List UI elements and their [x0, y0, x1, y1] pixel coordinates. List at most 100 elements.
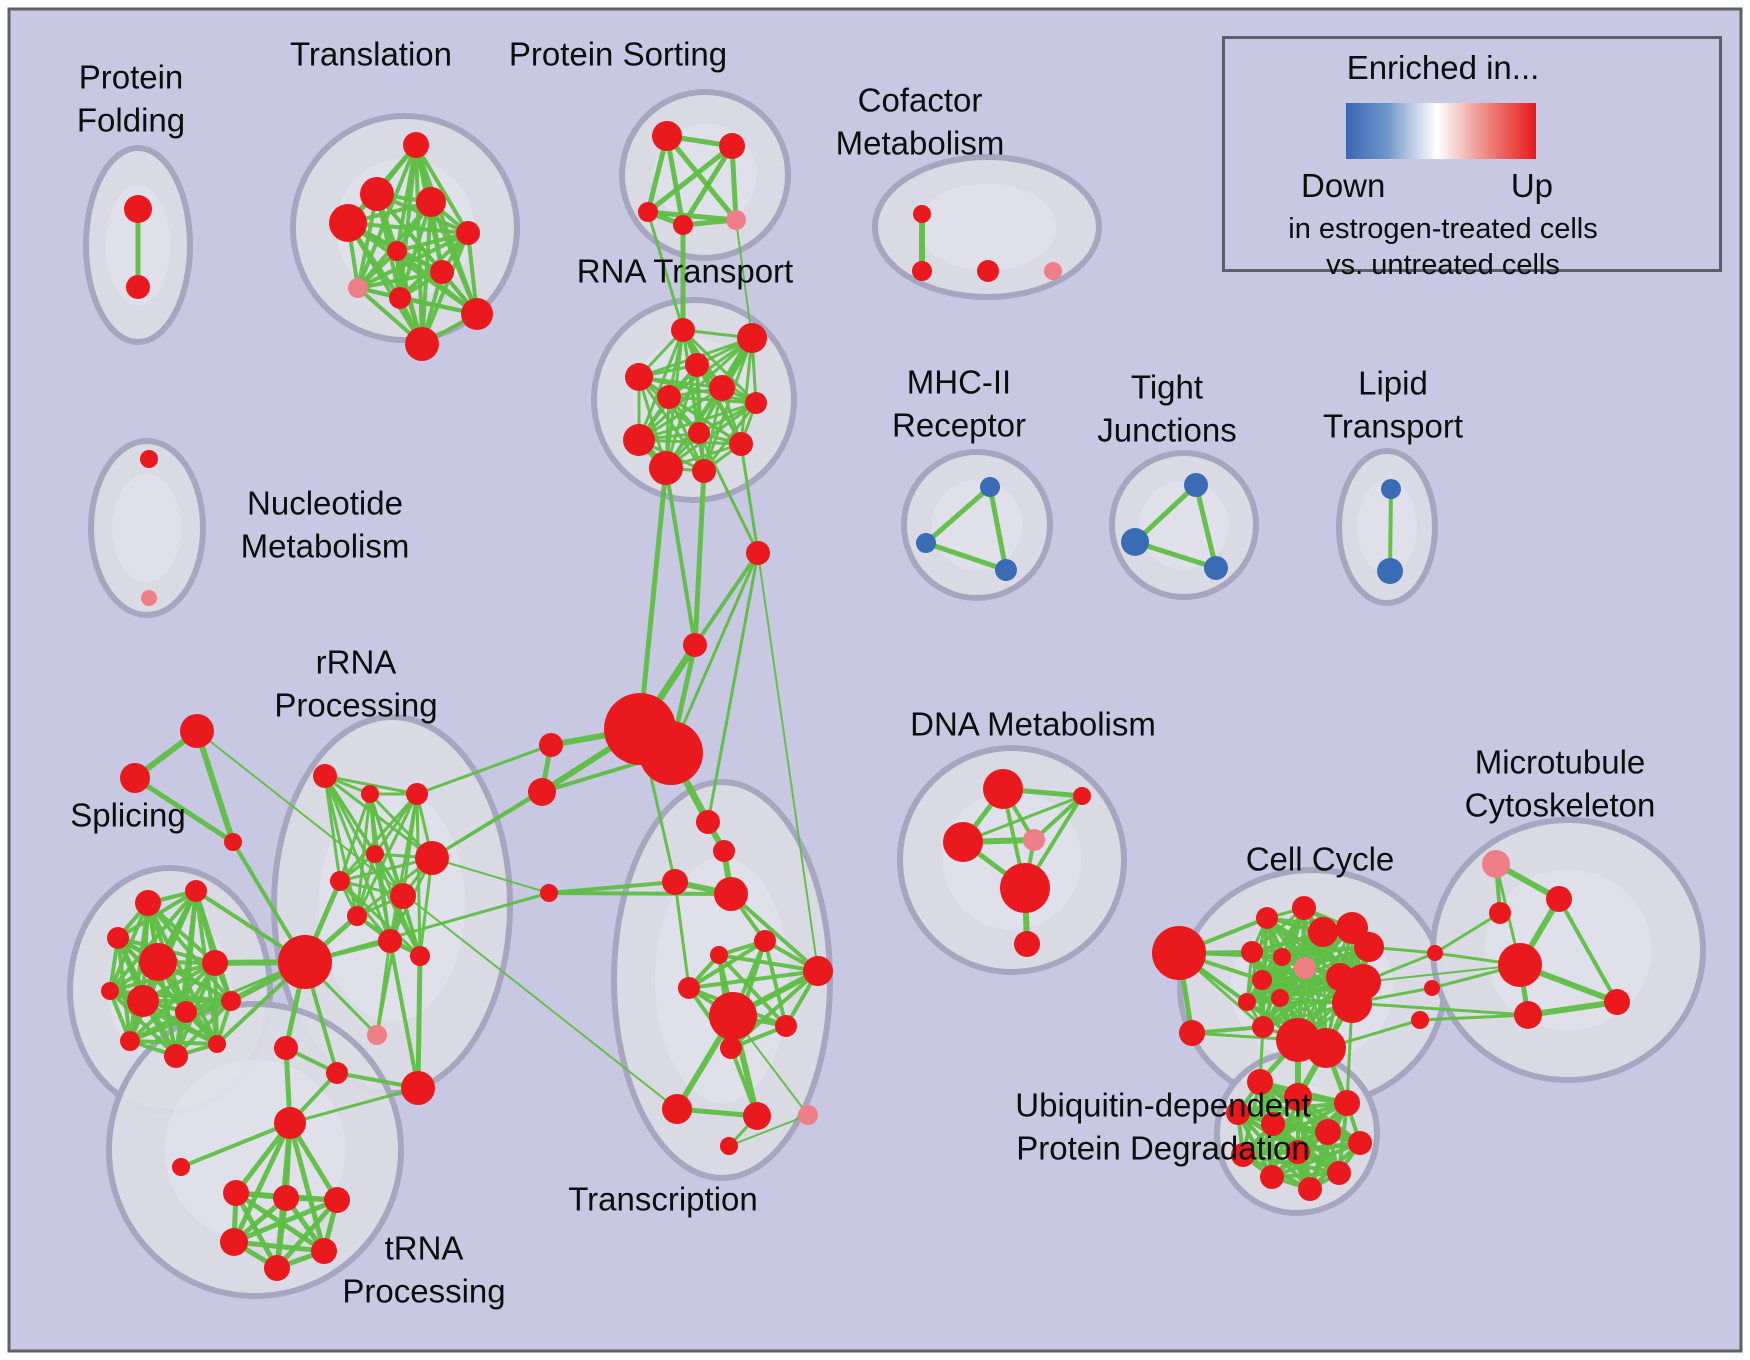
node-tc1: [662, 869, 688, 895]
edge-tc4-tc5: [717, 953, 820, 973]
cluster-label-protein-sorting-line1: Protein Sorting: [509, 36, 727, 73]
cluster-label-lipid-transport-line1: Lipid: [1358, 365, 1428, 402]
edge-tnh-tn4: [231, 1120, 293, 1245]
edge-sp6-sp11: [108, 989, 178, 1058]
node-tn1: [223, 1180, 249, 1206]
cluster-label-trna-processing-line2: Processing: [342, 1273, 505, 1310]
node-sp8: [175, 1001, 197, 1023]
node-tc3: [754, 930, 776, 952]
node-cc12: [1252, 970, 1272, 990]
edge-cc10-mt7: [1362, 964, 1521, 983]
node-mt4: [1427, 945, 1443, 961]
cluster-label-mhc-ii-receptor-line2: Receptor: [892, 407, 1026, 444]
node-pf1: [124, 195, 152, 223]
edge-mt3-mt4: [1433, 911, 1502, 955]
edge-tc4-tc8: [717, 953, 788, 1028]
edge-ps1-ps5: [664, 133, 739, 223]
cluster-label-rrna-processing-line2: Processing: [274, 687, 437, 724]
node-tn3: [324, 1187, 350, 1213]
node-cm2: [912, 261, 932, 281]
edge-tn4-tn5: [231, 1239, 327, 1254]
node-ub12: [1298, 1177, 1322, 1201]
edge-rt4-rt7: [637, 375, 758, 405]
cluster-label-protein-folding-line1: Protein: [79, 59, 184, 96]
cluster-label-mhc-ii-receptor-line1: MHC-II: [907, 364, 1011, 401]
edge-rr14-rr7: [375, 894, 405, 1037]
legend-box: Enriched in... Down Up in estrogen-treat…: [1222, 36, 1722, 281]
edge-rt12-cn2: [692, 468, 707, 648]
node-cc6: [1241, 941, 1263, 963]
node-tc8: [775, 1015, 797, 1037]
node-dm5: [1000, 863, 1050, 913]
node-mt6: [1411, 1011, 1429, 1029]
node-ub4: [1226, 1101, 1250, 1125]
node-cc2: [1292, 896, 1316, 920]
cluster-label-cofactor-metabolism-line2: Metabolism: [836, 125, 1005, 162]
node-cn1: [746, 541, 770, 565]
node-dm6: [1014, 931, 1040, 957]
cluster-ellipse-inner-nucleotide-metabolism: [112, 474, 182, 582]
node-tl2: [360, 177, 394, 211]
node-cc17: [1306, 1028, 1346, 1068]
edge-mh1-mh3: [987, 484, 1009, 573]
node-tc7: [709, 992, 757, 1040]
node-ub8: [1231, 1143, 1255, 1167]
node-mt2: [1546, 886, 1572, 912]
node-tc13: [720, 1137, 738, 1155]
node-ub11: [1260, 1165, 1284, 1189]
edge-mt8-mt9: [1525, 999, 1620, 1018]
node-rt12: [692, 459, 716, 483]
node-ps5: [726, 210, 746, 230]
node-tc10: [662, 1094, 692, 1124]
edge-rt10-cn1: [739, 442, 760, 555]
node-rt4: [625, 363, 653, 391]
node-rr4: [366, 845, 384, 863]
edge-ps5-rt2: [735, 219, 753, 339]
legend-gradient-bar: [1346, 103, 1536, 159]
cluster-label-tight-junctions-line2: Junctions: [1097, 412, 1236, 449]
node-sp11: [164, 1044, 188, 1068]
node-tl7: [430, 260, 454, 284]
edge-rt2-rt10: [739, 336, 754, 446]
node-nm2: [141, 590, 157, 606]
cluster-label-tight-junctions-line1: Tight: [1131, 369, 1203, 406]
node-nm1: [140, 450, 158, 468]
edge-rr3-rr5: [338, 792, 419, 883]
edge-tc2-tc5: [729, 892, 820, 973]
edge-tl1-tl5: [414, 143, 470, 235]
node-rr7: [390, 883, 416, 909]
node-sp2: [185, 880, 207, 902]
node-ps4: [673, 215, 693, 235]
edge-cn1-hub2: [669, 551, 760, 755]
node-cc7: [1273, 948, 1291, 966]
node-rr6: [415, 841, 449, 875]
node-sp6: [101, 982, 119, 1000]
node-cc0: [1152, 926, 1206, 980]
node-tl8: [348, 278, 368, 298]
node-ps3: [638, 202, 658, 222]
node-tn4: [220, 1228, 248, 1256]
edge-rr13-rr9: [388, 939, 420, 1090]
node-rt11: [649, 451, 683, 485]
node-mh1: [980, 477, 1000, 497]
node-rr3: [406, 783, 428, 805]
node-tc4: [710, 946, 728, 964]
edge-tc5-tc6: [687, 969, 820, 990]
node-ch1: [696, 810, 720, 834]
node-ps1: [652, 121, 682, 151]
node-rr1: [313, 764, 337, 788]
node-cc1: [1256, 907, 1278, 929]
node-rr2: [361, 785, 379, 803]
edge-cn1-ch1: [706, 551, 760, 824]
node-rr5: [330, 871, 350, 891]
edge-mt2-mt9: [1557, 897, 1619, 1004]
edge-sp2-sp11: [174, 889, 198, 1058]
node-tn6: [264, 1255, 290, 1281]
edge-rt11-hub1: [637, 465, 669, 732]
node-dm3: [943, 822, 983, 862]
node-tl10: [461, 298, 493, 330]
edge-tc3-tc8: [763, 939, 788, 1028]
node-tn0: [172, 1158, 190, 1176]
node-mh3: [995, 559, 1017, 581]
